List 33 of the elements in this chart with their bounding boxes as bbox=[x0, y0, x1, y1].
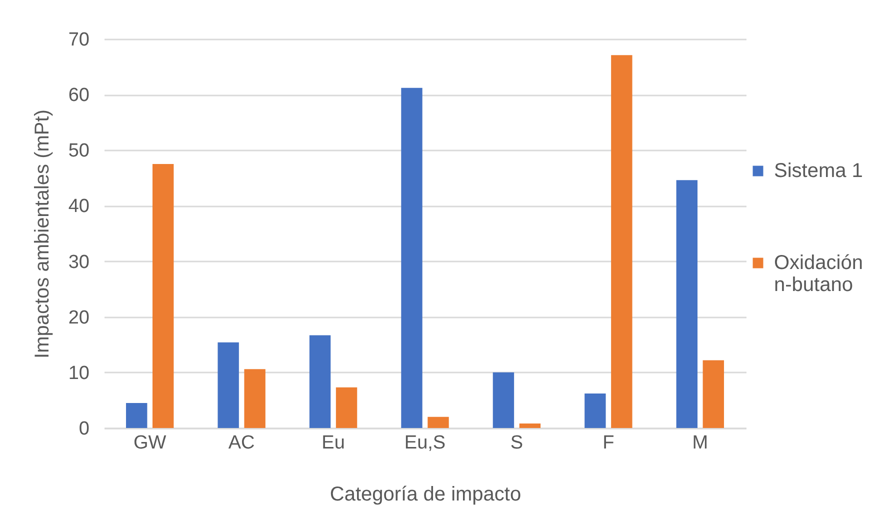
bar bbox=[519, 424, 541, 428]
y-tick-label: 40 bbox=[68, 196, 90, 218]
legend-label: Sistema 1 bbox=[774, 160, 863, 182]
y-tick-label: 20 bbox=[68, 307, 90, 328]
bar bbox=[244, 369, 266, 428]
x-tick-label: GW bbox=[134, 432, 166, 454]
bar bbox=[218, 342, 239, 428]
y-tick-label: 0 bbox=[78, 418, 90, 440]
y-axis-title: Impactos ambientales (mPt) bbox=[31, 110, 54, 358]
x-tick-label: M bbox=[692, 432, 708, 454]
bar bbox=[126, 402, 148, 428]
x-axis-title: Categoría de impacto bbox=[330, 484, 522, 506]
bar bbox=[611, 55, 632, 428]
x-tick-label: AC bbox=[228, 432, 255, 454]
bar bbox=[309, 335, 331, 428]
bar bbox=[584, 394, 606, 428]
bar bbox=[676, 180, 698, 428]
x-tick-label: Eu,S bbox=[404, 432, 446, 454]
y-tick-label: 50 bbox=[68, 140, 90, 162]
x-tick-label: S bbox=[510, 432, 524, 454]
bar bbox=[336, 387, 358, 428]
y-tick-label: 70 bbox=[68, 30, 90, 50]
y-tick-label: 30 bbox=[68, 252, 90, 273]
x-tick-label: F bbox=[602, 432, 614, 454]
y-tick-label: 10 bbox=[68, 362, 90, 384]
bar bbox=[152, 164, 174, 428]
legend-label: Oxidación n-butano bbox=[774, 252, 863, 296]
x-tick-label: Eu bbox=[322, 432, 345, 454]
bar bbox=[492, 372, 514, 428]
y-tick-label: 60 bbox=[68, 85, 90, 106]
bar bbox=[401, 88, 422, 428]
bar bbox=[428, 416, 449, 428]
bar bbox=[702, 360, 724, 428]
